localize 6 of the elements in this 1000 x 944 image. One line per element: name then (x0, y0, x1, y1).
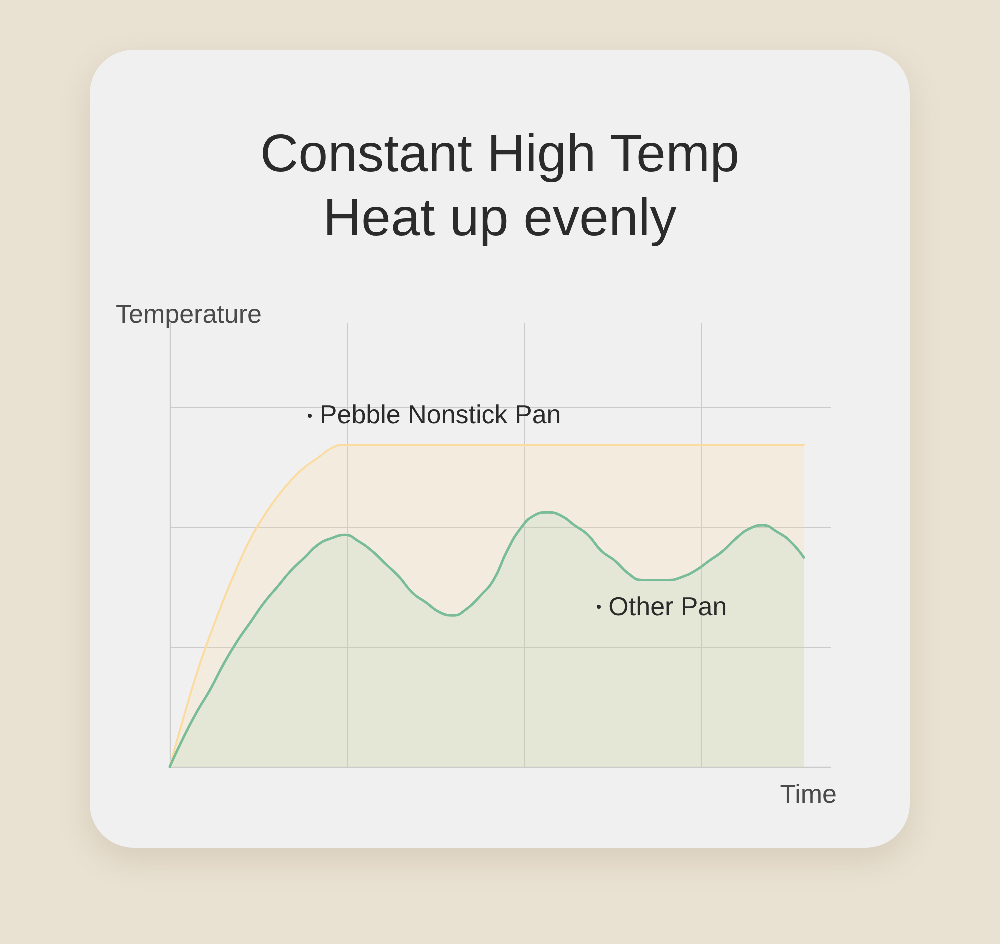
x-axis-title: Time (780, 779, 837, 809)
y-axis-title: Temperature (116, 299, 262, 329)
chart-subtitle: Heat up evenly (323, 188, 678, 248)
series-label: Other Pan (608, 591, 728, 622)
chart-title: Constant High Temp (260, 124, 740, 184)
series-label: Pebble Nonstick Pan (320, 400, 562, 430)
